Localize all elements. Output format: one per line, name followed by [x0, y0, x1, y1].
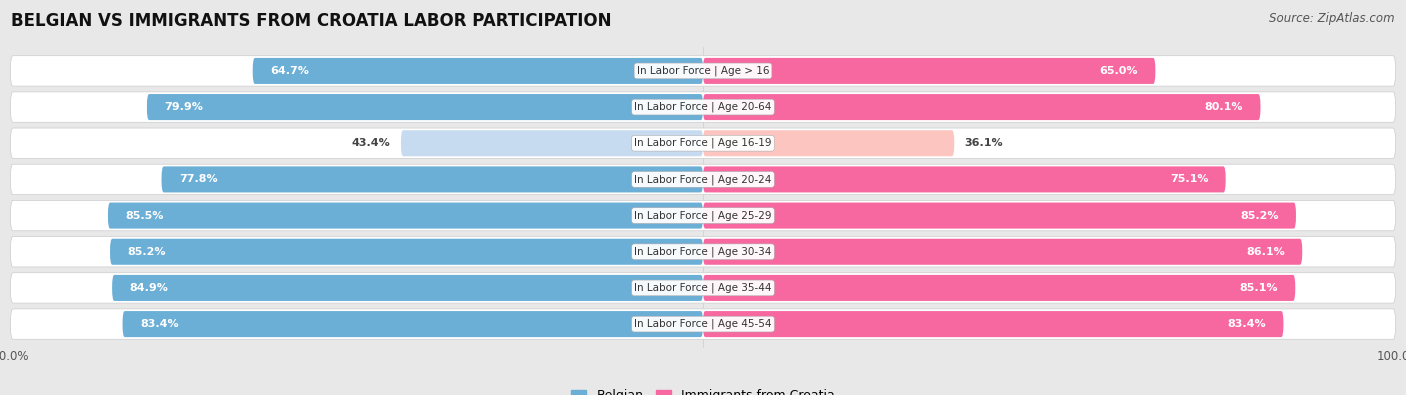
FancyBboxPatch shape	[146, 94, 703, 120]
Text: In Labor Force | Age 30-34: In Labor Force | Age 30-34	[634, 246, 772, 257]
Text: 36.1%: 36.1%	[965, 138, 1004, 148]
Text: 85.1%: 85.1%	[1239, 283, 1278, 293]
FancyBboxPatch shape	[703, 203, 1296, 229]
FancyBboxPatch shape	[703, 239, 1302, 265]
Text: In Labor Force | Age 25-29: In Labor Force | Age 25-29	[634, 210, 772, 221]
FancyBboxPatch shape	[10, 128, 1396, 158]
FancyBboxPatch shape	[112, 275, 703, 301]
FancyBboxPatch shape	[703, 275, 1295, 301]
Text: Source: ZipAtlas.com: Source: ZipAtlas.com	[1270, 12, 1395, 25]
Text: In Labor Force | Age 35-44: In Labor Force | Age 35-44	[634, 283, 772, 293]
FancyBboxPatch shape	[10, 237, 1396, 267]
FancyBboxPatch shape	[122, 311, 703, 337]
Text: 79.9%: 79.9%	[165, 102, 204, 112]
Text: 65.0%: 65.0%	[1099, 66, 1137, 76]
Text: 85.2%: 85.2%	[1240, 211, 1278, 220]
Legend: Belgian, Immigrants from Croatia: Belgian, Immigrants from Croatia	[567, 384, 839, 395]
FancyBboxPatch shape	[10, 92, 1396, 122]
FancyBboxPatch shape	[10, 200, 1396, 231]
FancyBboxPatch shape	[703, 311, 1284, 337]
Text: 64.7%: 64.7%	[270, 66, 309, 76]
FancyBboxPatch shape	[703, 94, 1260, 120]
Text: 85.2%: 85.2%	[128, 247, 166, 257]
FancyBboxPatch shape	[10, 309, 1396, 339]
FancyBboxPatch shape	[10, 273, 1396, 303]
Text: 84.9%: 84.9%	[129, 283, 169, 293]
Text: 83.4%: 83.4%	[141, 319, 179, 329]
Text: 83.4%: 83.4%	[1227, 319, 1265, 329]
FancyBboxPatch shape	[162, 166, 703, 192]
Text: 80.1%: 80.1%	[1205, 102, 1243, 112]
Text: In Labor Force | Age 16-19: In Labor Force | Age 16-19	[634, 138, 772, 149]
FancyBboxPatch shape	[703, 166, 1226, 192]
FancyBboxPatch shape	[108, 203, 703, 229]
FancyBboxPatch shape	[703, 130, 955, 156]
FancyBboxPatch shape	[10, 164, 1396, 195]
FancyBboxPatch shape	[10, 56, 1396, 86]
Text: In Labor Force | Age 20-24: In Labor Force | Age 20-24	[634, 174, 772, 185]
Text: BELGIAN VS IMMIGRANTS FROM CROATIA LABOR PARTICIPATION: BELGIAN VS IMMIGRANTS FROM CROATIA LABOR…	[11, 12, 612, 30]
Text: In Labor Force | Age 45-54: In Labor Force | Age 45-54	[634, 319, 772, 329]
FancyBboxPatch shape	[703, 58, 1156, 84]
Text: In Labor Force | Age 20-64: In Labor Force | Age 20-64	[634, 102, 772, 112]
Text: 77.8%: 77.8%	[179, 175, 218, 184]
Text: 86.1%: 86.1%	[1246, 247, 1285, 257]
FancyBboxPatch shape	[401, 130, 703, 156]
Text: 75.1%: 75.1%	[1170, 175, 1208, 184]
Text: 43.4%: 43.4%	[352, 138, 391, 148]
FancyBboxPatch shape	[253, 58, 703, 84]
Text: 85.5%: 85.5%	[125, 211, 163, 220]
FancyBboxPatch shape	[110, 239, 703, 265]
Text: In Labor Force | Age > 16: In Labor Force | Age > 16	[637, 66, 769, 76]
